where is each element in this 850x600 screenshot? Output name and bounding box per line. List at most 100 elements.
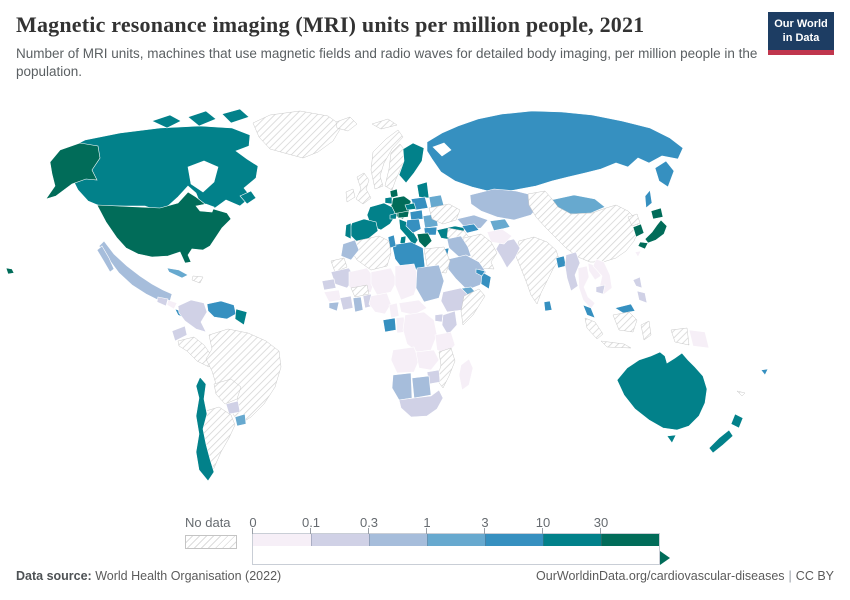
region-svalbard[interactable] <box>371 118 398 130</box>
region-chile[interactable] <box>195 376 215 482</box>
region-algeria[interactable] <box>350 235 392 271</box>
legend-bin-1-3[interactable]: 1 <box>423 515 485 546</box>
region-sudan[interactable] <box>415 264 445 303</box>
region-ireland[interactable] <box>345 188 356 203</box>
region-sri-lanka[interactable] <box>543 300 553 312</box>
region-philippines[interactable] <box>632 276 648 304</box>
region-balkans[interactable] <box>405 218 422 234</box>
region-united-states[interactable] <box>5 142 232 275</box>
region-myanmar[interactable] <box>564 251 581 292</box>
region-portugal[interactable] <box>344 222 352 240</box>
region-japan[interactable] <box>637 207 668 250</box>
region-taiwan[interactable] <box>634 250 642 258</box>
region-namibia[interactable] <box>391 372 413 401</box>
region-uganda[interactable] <box>434 313 444 323</box>
region-morocco[interactable] <box>340 239 360 261</box>
region-caucasus[interactable] <box>461 223 480 234</box>
region-uae[interactable] <box>475 268 486 277</box>
region-south-korea[interactable] <box>632 223 645 238</box>
region-benelux[interactable] <box>384 196 393 205</box>
legend-bin-0.1-0.3[interactable]: 0.1 <box>302 515 369 546</box>
region-afghanistan[interactable] <box>486 228 513 245</box>
region-fiji[interactable] <box>760 368 769 376</box>
region-oman[interactable] <box>480 271 492 290</box>
region-india[interactable] <box>514 236 560 305</box>
region-bangladesh[interactable] <box>555 255 567 269</box>
legend-bin-0.3-1[interactable]: 0.3 <box>360 515 427 546</box>
legend-bin-3-10[interactable]: 3 <box>481 515 543 546</box>
region-chad[interactable] <box>394 263 420 301</box>
region-ukraine[interactable] <box>428 203 461 225</box>
region-gabon[interactable] <box>382 317 397 333</box>
region-north-korea[interactable] <box>627 213 641 227</box>
region-burkina-faso[interactable] <box>350 284 370 298</box>
region-niger[interactable] <box>370 267 398 296</box>
region-zambia[interactable] <box>415 349 440 371</box>
owid-link[interactable]: OurWorldinData.org/cardiovascular-diseas… <box>536 569 785 583</box>
region-nigeria[interactable] <box>368 292 392 315</box>
region-hungary-slovakia[interactable] <box>409 209 424 221</box>
region-somalia[interactable] <box>460 288 486 326</box>
region-honduras[interactable] <box>166 299 178 310</box>
region-bolivia[interactable] <box>213 378 242 405</box>
region-canada[interactable] <box>61 108 259 211</box>
region-senegal[interactable] <box>321 278 337 291</box>
region-peru[interactable] <box>177 336 212 368</box>
region-paraguay[interactable] <box>225 400 241 415</box>
region-ivory-coast[interactable] <box>339 295 354 311</box>
region-finland[interactable] <box>398 142 425 184</box>
region-austria[interactable] <box>397 210 410 219</box>
region-malaysia[interactable] <box>582 303 636 319</box>
region-china[interactable] <box>527 190 640 263</box>
region-greece[interactable] <box>416 232 433 249</box>
region-papua-new-guinea[interactable] <box>688 329 710 349</box>
legend-bin-0-0.1[interactable]: 0 <box>249 515 311 546</box>
region-norway[interactable] <box>370 129 404 190</box>
region-hispaniola[interactable] <box>191 275 204 284</box>
region-new-zealand[interactable] <box>708 413 744 454</box>
region-denmark[interactable] <box>389 188 399 199</box>
region-western-sahara[interactable] <box>330 257 348 273</box>
region-uruguay[interactable] <box>234 413 247 427</box>
region-iceland[interactable] <box>335 116 358 132</box>
region-sierra-leone-liberia[interactable] <box>328 301 340 312</box>
legend-bin-30+[interactable]: 30 <box>594 515 659 546</box>
region-baltic-states[interactable] <box>416 181 430 199</box>
region-central-african-republic[interactable] <box>398 299 428 316</box>
region-vietnam[interactable] <box>592 258 613 296</box>
region-ghana[interactable] <box>352 296 364 313</box>
region-greenland[interactable] <box>252 110 343 159</box>
region-czechia[interactable] <box>404 202 417 211</box>
region-kazakhstan[interactable] <box>469 188 541 221</box>
region-pakistan[interactable] <box>495 238 521 269</box>
region-kenya[interactable] <box>441 310 458 336</box>
region-south-africa[interactable] <box>398 389 444 418</box>
region-mozambique[interactable] <box>436 347 456 389</box>
region-colombia[interactable] <box>177 299 208 333</box>
region-kyrgyzstan-tajikistan[interactable] <box>489 218 511 232</box>
region-guyanas[interactable] <box>234 308 248 326</box>
region-indonesia[interactable] <box>584 311 690 349</box>
region-ecuador[interactable] <box>171 325 188 342</box>
region-switzerland[interactable] <box>389 212 398 220</box>
region-guinea[interactable] <box>323 289 342 303</box>
no-data-swatch[interactable] <box>185 535 237 549</box>
region-thailand[interactable] <box>577 265 596 310</box>
region-united-kingdom[interactable] <box>355 172 372 205</box>
region-new-caledonia[interactable] <box>736 390 746 397</box>
region-saudi-arabia[interactable] <box>447 254 487 291</box>
region-cameroon[interactable] <box>388 302 400 319</box>
region-drc[interactable] <box>402 311 438 353</box>
region-venezuela[interactable] <box>206 300 237 320</box>
region-sweden[interactable] <box>384 143 408 191</box>
legend-bin-10-30[interactable]: 10 <box>536 515 601 546</box>
region-botswana[interactable] <box>411 375 432 399</box>
region-cuba[interactable] <box>166 267 189 279</box>
region-angola[interactable] <box>390 346 420 374</box>
region-cambodia[interactable] <box>595 284 606 295</box>
region-madagascar[interactable] <box>458 358 474 391</box>
region-russia[interactable] <box>426 110 684 209</box>
region-guatemala[interactable] <box>156 296 169 307</box>
owid-logo[interactable]: Our World in Data <box>768 12 834 55</box>
region-australia[interactable] <box>616 351 708 444</box>
